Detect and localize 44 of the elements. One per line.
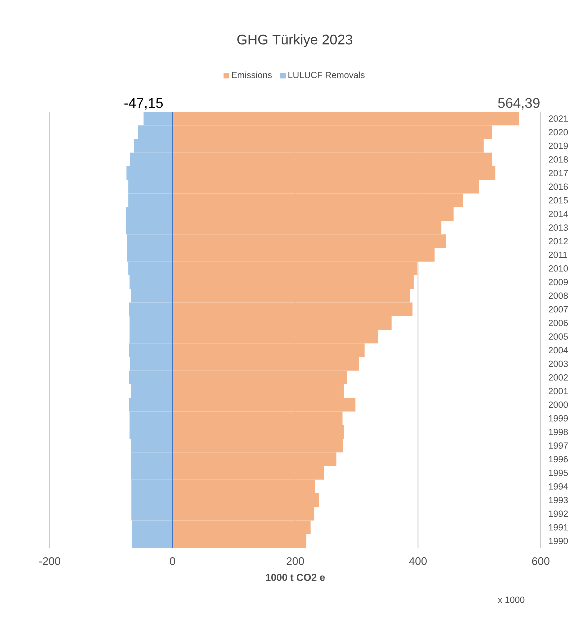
y-tick-label: 1998: [549, 429, 568, 436]
data-label: -47,15: [124, 98, 163, 110]
y-tick-label: 2021: [548, 116, 568, 122]
y-tick-label: 1997: [549, 442, 568, 449]
x-tick-label: 600: [532, 558, 550, 566]
y-tick-label: 2002: [548, 374, 568, 381]
y-tick-label: 1996: [549, 456, 568, 463]
y-tick-label: 2012: [548, 238, 568, 245]
y-tick-label: 1993: [549, 497, 568, 504]
x-tick-label: -200: [40, 558, 61, 566]
legend-label: LULUCF Removals: [288, 72, 365, 78]
y-tick-label: 1991: [549, 524, 568, 531]
legend-label: Emissions: [232, 72, 272, 78]
y-tick-label: 1995: [549, 470, 568, 476]
y-tick-label: 2006: [548, 320, 568, 326]
y-tick-label: 1992: [549, 510, 568, 518]
x-axis-title: 1000 t CO2 e: [266, 574, 326, 582]
y-tick-label: 2015: [548, 197, 568, 204]
y-tick-label: 2001: [548, 388, 568, 394]
y-tick-label: 2011: [548, 252, 568, 258]
y-tick-label: 2014: [548, 211, 568, 218]
x-tick-label: 200: [286, 558, 304, 566]
y-tick-label: 1990: [549, 538, 568, 544]
data-label: 564,39: [498, 98, 540, 110]
y-tick-label: 2018: [548, 156, 568, 163]
text: x 1000: [498, 596, 525, 604]
y-tick-label: 1999: [549, 415, 568, 422]
y-tick-label: 2008: [548, 292, 568, 300]
y-tick-label: 2000: [548, 402, 568, 408]
y-tick-label: 2003: [548, 360, 568, 368]
y-tick-label: 2009: [548, 279, 568, 286]
x-tick-label: 400: [409, 558, 427, 566]
y-tick-label: 2020: [548, 129, 568, 136]
y-tick-label: 2013: [548, 224, 568, 231]
y-tick-label: 2007: [548, 306, 568, 313]
y-tick-label: 2005: [548, 334, 568, 340]
y-tick-label: 2016: [548, 184, 568, 190]
y-tick-label: 2010: [548, 266, 568, 272]
y-tick-label: 2019: [548, 142, 568, 150]
y-tick-label: 2017: [548, 170, 568, 176]
y-tick-label: 1994: [549, 484, 568, 490]
y-tick-label: 2004: [548, 347, 568, 354]
x-tick-label: 0: [170, 558, 176, 566]
chart-title: GHG Türkiye 2023: [238, 34, 353, 48]
